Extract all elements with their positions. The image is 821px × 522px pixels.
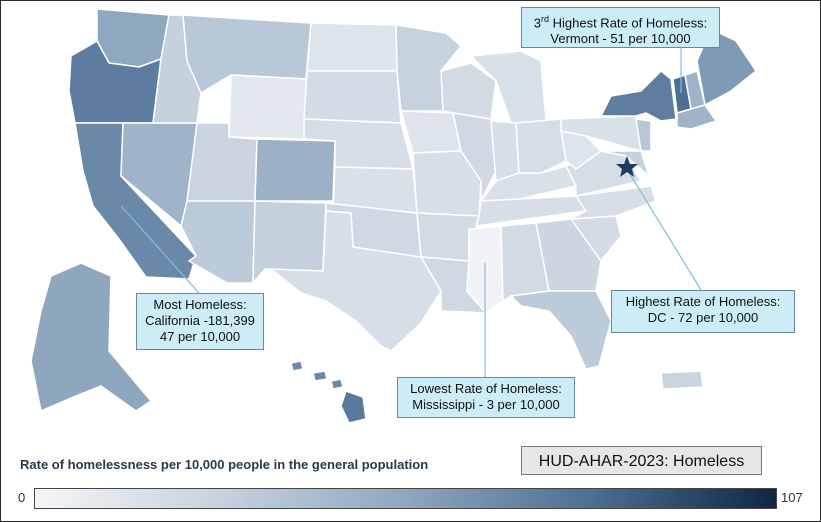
territory-puerto-rico bbox=[660, 370, 704, 390]
state-hawaii-islands bbox=[290, 360, 344, 390]
state-north-carolina bbox=[570, 185, 657, 220]
callout-mississippi-line1: Lowest Rate of Homeless: bbox=[410, 381, 562, 396]
callout-california-line3: 47 per 10,000 bbox=[159, 329, 241, 344]
state-maryland bbox=[600, 150, 650, 177]
source-label: HUD-AHAR-2023: Homeless bbox=[521, 446, 762, 475]
state-south-dakota bbox=[303, 70, 402, 124]
callout-dc-line2: DC - 72 per 10,000 bbox=[647, 310, 759, 325]
state-washington bbox=[96, 8, 170, 68]
state-texas bbox=[270, 210, 442, 352]
callout-mississippi: Lowest Rate of Homeless: Mississippi - 3… bbox=[397, 377, 575, 418]
legend-color-scale bbox=[34, 488, 777, 509]
legend-title: Rate of homelessness per 10,000 people i… bbox=[20, 457, 429, 472]
state-georgia bbox=[535, 218, 602, 292]
state-alaska bbox=[30, 262, 152, 412]
state-north-dakota bbox=[306, 22, 398, 72]
callout-vermont-line1: 3rd Highest Rate of Homeless: bbox=[533, 14, 708, 31]
state-massachusetts bbox=[676, 104, 717, 130]
legend-max-value: 107 bbox=[781, 490, 803, 505]
callout-mississippi-line2: Mississippi - 3 per 10,000 bbox=[412, 397, 560, 412]
state-hawaii bbox=[340, 390, 367, 424]
callout-california-line1: Most Homeless: bbox=[153, 297, 247, 312]
state-ohio bbox=[515, 118, 567, 174]
legend-min-value: 0 bbox=[18, 490, 26, 505]
callout-dc: Highest Rate of Homeless: DC - 72 per 10… bbox=[611, 290, 795, 333]
callout-california: Most Homeless: California -181,399 47 pe… bbox=[136, 293, 264, 350]
callout-california-line2: California -181,399 bbox=[145, 313, 255, 328]
star-icon bbox=[616, 156, 638, 177]
leader-line-california bbox=[120, 205, 200, 294]
state-wyoming bbox=[228, 74, 307, 140]
state-florida bbox=[510, 290, 612, 370]
state-new-jersey bbox=[635, 118, 652, 152]
state-colorado bbox=[254, 138, 336, 202]
callout-vermont-line2: Vermont - 51 per 10,000 bbox=[550, 31, 691, 47]
leader-line-dc bbox=[627, 170, 702, 291]
state-missouri bbox=[412, 150, 482, 217]
state-new-york bbox=[600, 70, 677, 122]
callout-dc-line1: Highest Rate of Homeless: bbox=[625, 294, 781, 309]
state-indiana bbox=[490, 120, 520, 182]
state-iowa bbox=[400, 110, 462, 154]
callout-vermont: 3rd Highest Rate of Homeless: Vermont - … bbox=[521, 7, 720, 48]
